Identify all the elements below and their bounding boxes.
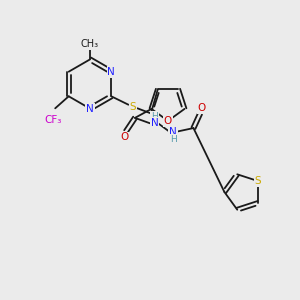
Text: CH₃: CH₃: [81, 39, 99, 49]
Text: O: O: [197, 103, 206, 113]
Text: CF₃: CF₃: [44, 115, 61, 125]
Text: N: N: [107, 67, 115, 77]
Text: N: N: [169, 127, 177, 137]
Text: O: O: [164, 116, 172, 126]
Text: S: S: [130, 102, 136, 112]
Text: N: N: [86, 103, 94, 114]
Text: S: S: [255, 176, 261, 186]
Text: O: O: [120, 132, 129, 142]
Text: H: H: [151, 112, 158, 121]
Text: H: H: [170, 135, 176, 144]
Text: N: N: [151, 118, 158, 128]
